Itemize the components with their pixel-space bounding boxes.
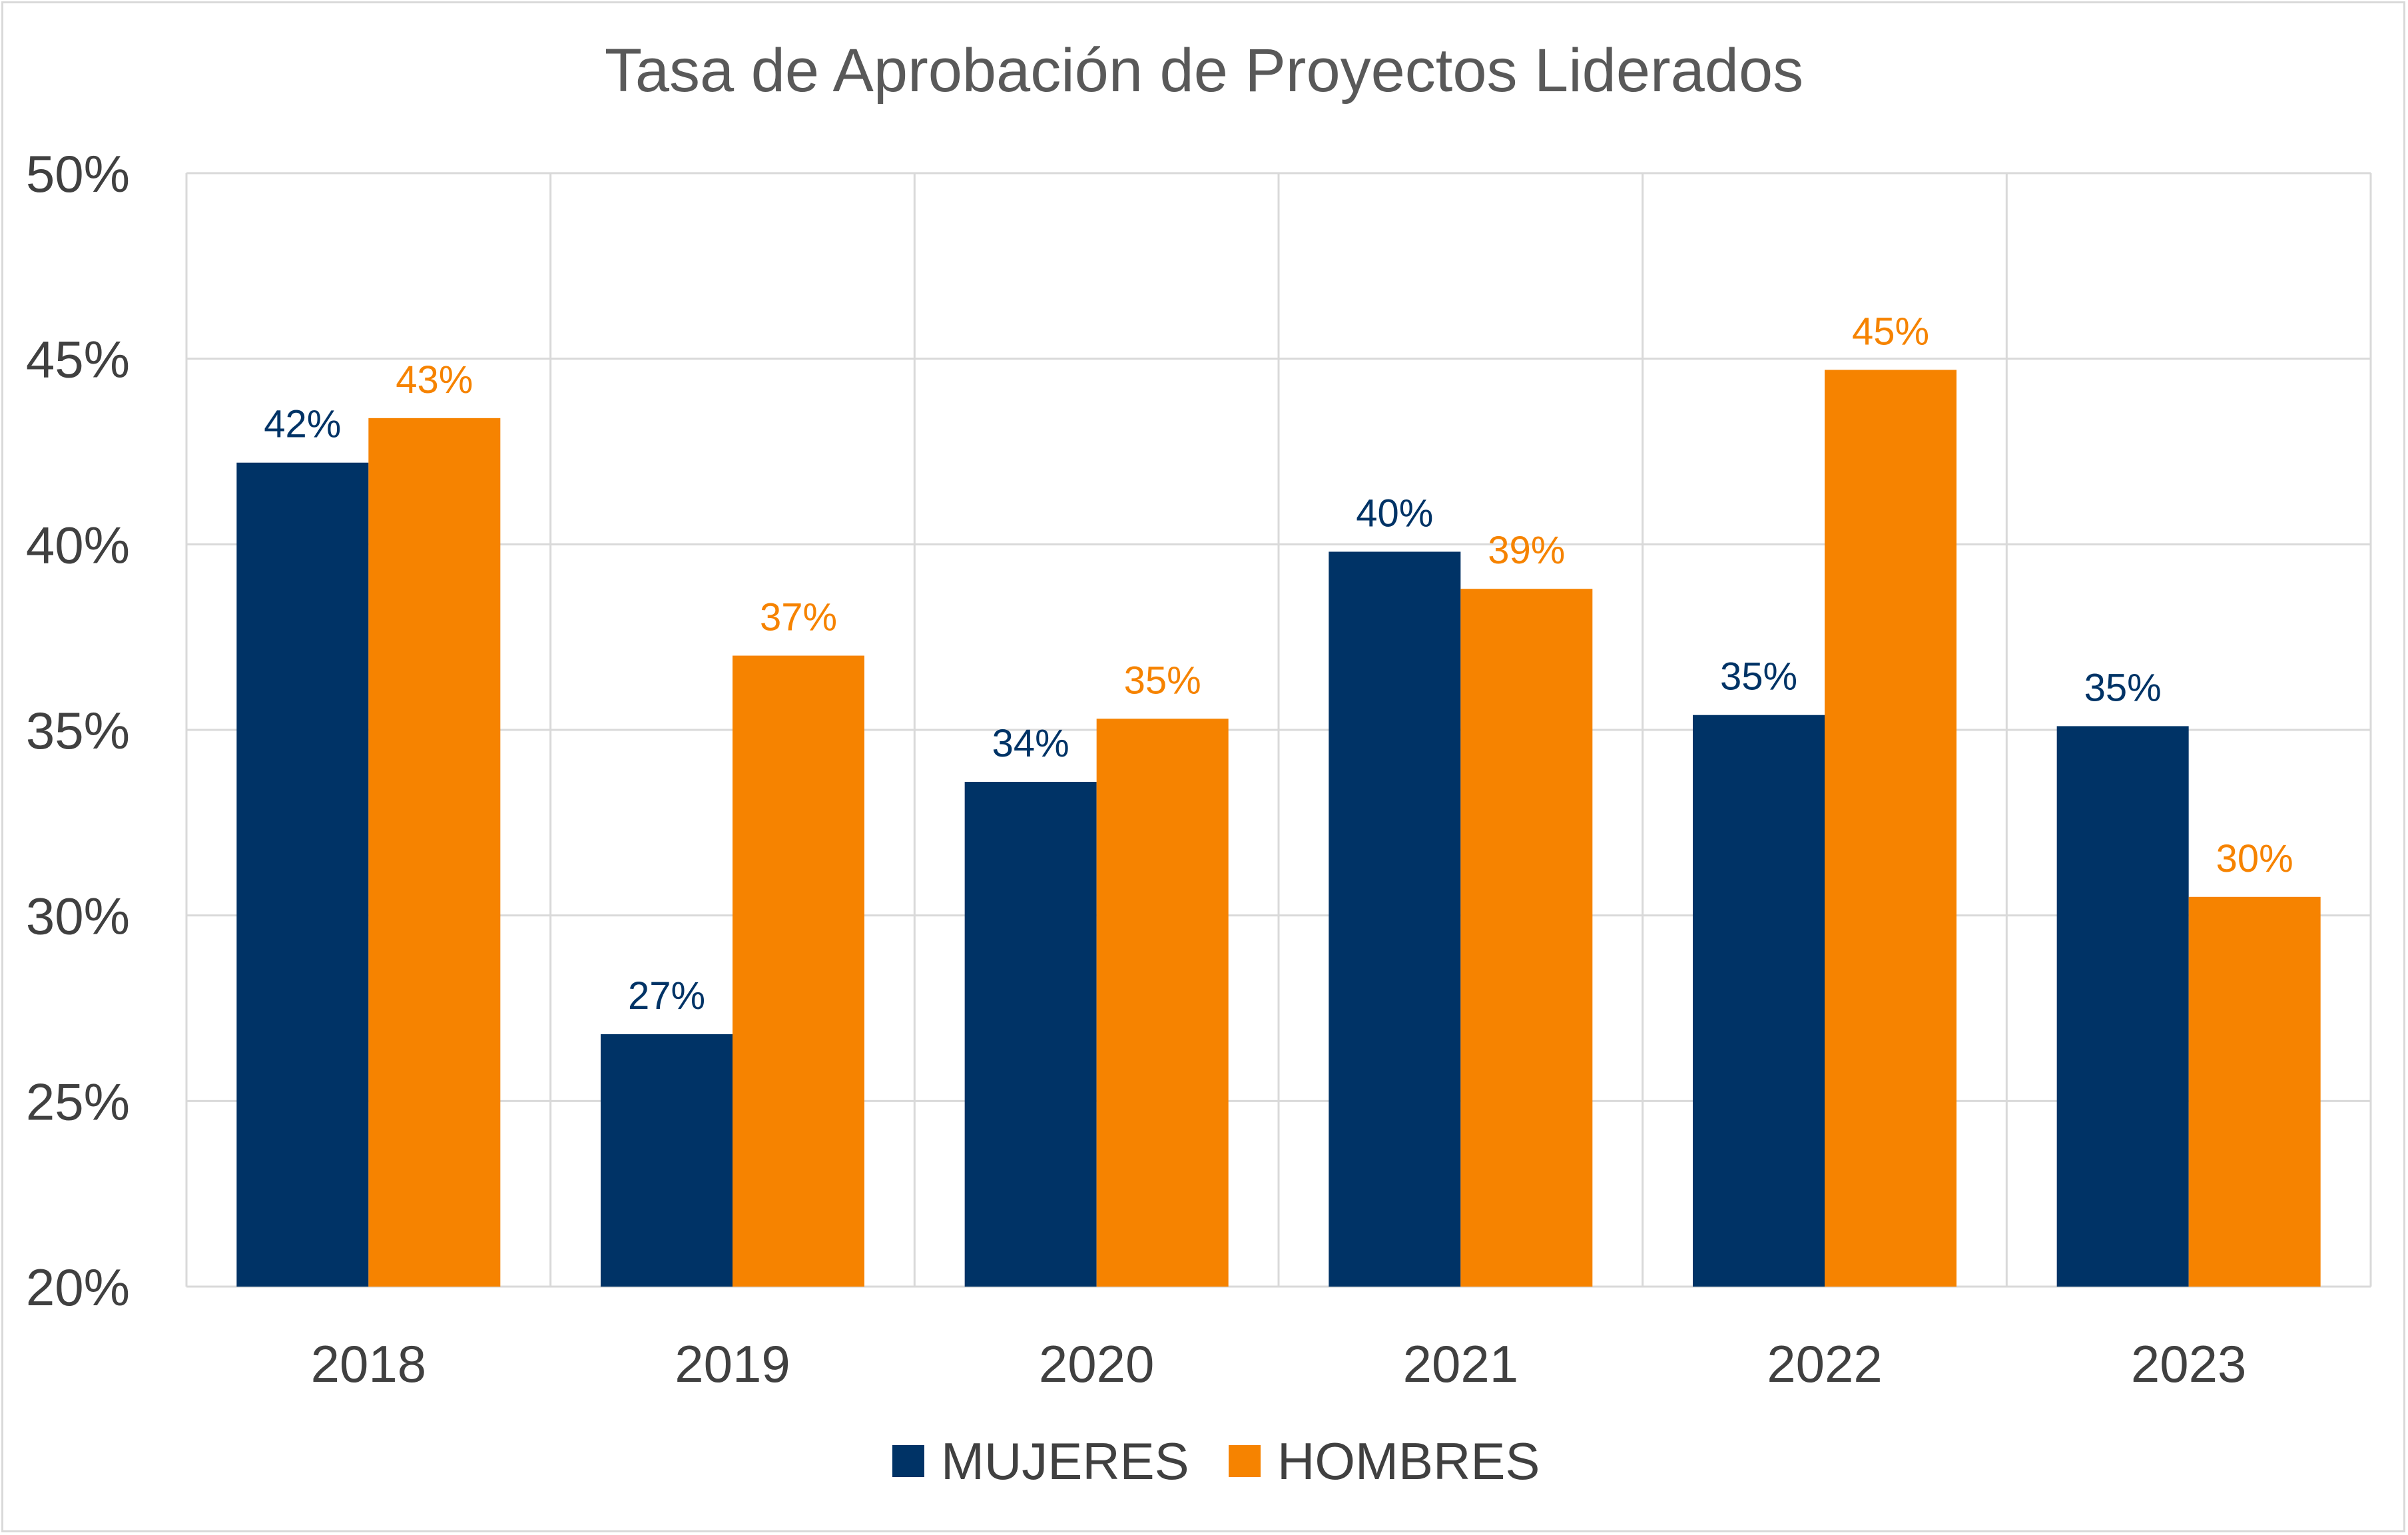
data-label-hombres-2018: 43% bbox=[396, 358, 473, 402]
legend: MUJERES HOMBRES bbox=[892, 1432, 1540, 1490]
x-tick-label-2018: 2018 bbox=[311, 1335, 427, 1393]
y-tick-label-0: 20% bbox=[26, 1258, 130, 1317]
x-axis-ticks: 2018 2019 2020 2021 2022 2023 bbox=[311, 1335, 2247, 1393]
x-tick-label-2020: 2020 bbox=[1039, 1335, 1155, 1393]
data-label-mujeres-2019: 27% bbox=[628, 974, 705, 1018]
y-tick-label-6: 50% bbox=[26, 145, 130, 203]
data-label-mujeres-2021: 40% bbox=[1356, 491, 1433, 535]
data-label-mujeres-2018: 42% bbox=[264, 403, 341, 446]
legend-label-hombres: HOMBRES bbox=[1277, 1432, 1540, 1490]
legend-swatch-mujeres bbox=[892, 1445, 924, 1477]
y-tick-label-4: 40% bbox=[26, 515, 130, 574]
x-tick-label-2023: 2023 bbox=[2131, 1335, 2247, 1393]
data-label-hombres-2021: 39% bbox=[1488, 529, 1565, 572]
x-tick-label-2019: 2019 bbox=[675, 1335, 790, 1393]
x-tick-label-2022: 2022 bbox=[1767, 1335, 1883, 1393]
data-label-hombres-2023: 30% bbox=[2216, 837, 2293, 880]
bar-hombres-2018 bbox=[368, 418, 501, 1287]
bar-hombres-2021 bbox=[1460, 589, 1593, 1287]
bar-mujeres-2019 bbox=[601, 1034, 733, 1287]
bar-hombres-2022 bbox=[1825, 370, 1956, 1287]
grid bbox=[185, 172, 2372, 1288]
bar-mujeres-2022 bbox=[1693, 715, 1825, 1287]
bars bbox=[236, 370, 2321, 1287]
data-label-mujeres-2022: 35% bbox=[1720, 655, 1797, 699]
x-tick-label-2021: 2021 bbox=[1403, 1335, 1519, 1393]
data-label-hombres-2022: 45% bbox=[1852, 310, 1929, 353]
bar-mujeres-2021 bbox=[1329, 551, 1461, 1287]
bar-hombres-2019 bbox=[733, 655, 864, 1287]
bar-mujeres-2020 bbox=[964, 782, 1097, 1287]
legend-label-mujeres: MUJERES bbox=[941, 1432, 1189, 1490]
data-label-hombres-2019: 37% bbox=[760, 596, 837, 639]
data-label-hombres-2020: 35% bbox=[1124, 659, 1201, 702]
y-tick-label-2: 30% bbox=[26, 887, 130, 946]
y-tick-label-5: 45% bbox=[26, 330, 130, 389]
data-label-mujeres-2020: 34% bbox=[992, 722, 1069, 765]
y-tick-label-1: 25% bbox=[26, 1072, 130, 1131]
bar-hombres-2020 bbox=[1096, 719, 1229, 1287]
chart-title: Tasa de Aprobación de Proyectos Liderado… bbox=[605, 37, 1803, 105]
bar-mujeres-2023 bbox=[2056, 726, 2189, 1287]
y-axis-ticks: 20% 25% 30% 35% 40% 45% 50% bbox=[26, 145, 130, 1317]
y-tick-label-3: 35% bbox=[26, 701, 130, 760]
bar-mujeres-2018 bbox=[236, 462, 369, 1287]
bar-hombres-2023 bbox=[2188, 896, 2321, 1287]
legend-swatch-hombres bbox=[1229, 1445, 1261, 1477]
data-label-mujeres-2023: 35% bbox=[2084, 666, 2162, 709]
data-labels: 42% 43% 27% 37% 34% 35% 40% 39% 35% 45% 35% 30% bbox=[264, 310, 2293, 1018]
